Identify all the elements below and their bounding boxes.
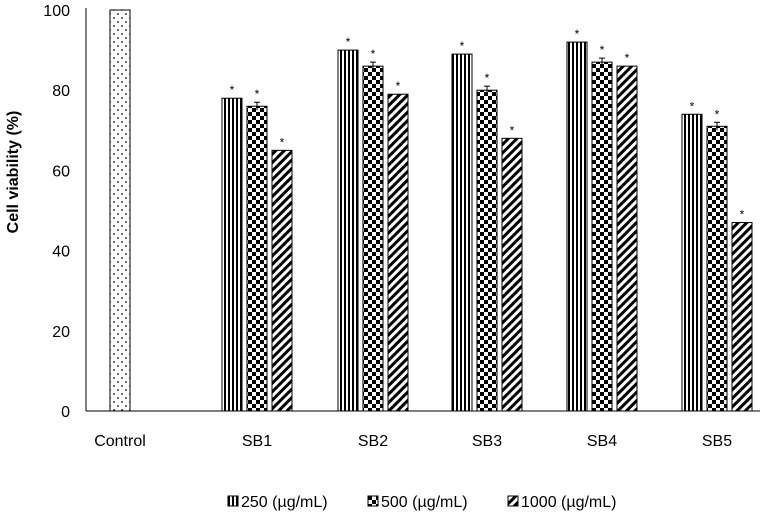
y-tick-label: 60 bbox=[52, 163, 70, 180]
significance-marker: * bbox=[625, 51, 630, 65]
legend-entry: 500 (µg/mL) bbox=[381, 494, 468, 511]
significance-marker: * bbox=[460, 39, 465, 53]
bar-checker bbox=[706, 125, 728, 412]
significance-marker: * bbox=[346, 35, 351, 49]
y-tick-label: 20 bbox=[52, 324, 70, 341]
bar-checker bbox=[476, 89, 498, 412]
y-tick-label: 0 bbox=[61, 404, 70, 421]
y-tick-label: 100 bbox=[43, 3, 70, 20]
x-category-label: SB5 bbox=[702, 433, 732, 450]
significance-marker: * bbox=[575, 27, 580, 41]
bar-diagonal bbox=[731, 222, 753, 412]
bar-vertical-lines bbox=[451, 53, 473, 412]
bar-vertical-lines bbox=[221, 97, 243, 412]
bar-vertical-lines bbox=[566, 41, 588, 412]
x-category-label: SB4 bbox=[587, 433, 617, 450]
significance-marker: * bbox=[740, 208, 745, 222]
legend-entry: 250 (µg/mL) bbox=[241, 494, 328, 511]
x-category-label: Control bbox=[94, 433, 146, 450]
x-category-label: SB3 bbox=[472, 433, 502, 450]
legend-swatch bbox=[367, 495, 379, 507]
significance-marker: * bbox=[371, 47, 376, 61]
significance-marker: * bbox=[510, 123, 515, 137]
legend-swatch bbox=[227, 495, 239, 507]
significance-marker: * bbox=[715, 107, 720, 121]
x-category-label: SB1 bbox=[242, 433, 272, 450]
bar-vertical-lines bbox=[337, 49, 359, 412]
bar-diagonal bbox=[501, 137, 523, 412]
legend: 250 (µg/mL) 500 (µg/mL) 1000 (µg/mL) bbox=[227, 494, 616, 511]
significance-marker: * bbox=[230, 83, 235, 97]
legend-entry: 1000 (µg/mL) bbox=[521, 494, 616, 511]
significance-marker: * bbox=[396, 79, 401, 93]
y-tick-label: 80 bbox=[52, 83, 70, 100]
x-category-label: SB2 bbox=[358, 433, 388, 450]
bar-control bbox=[109, 9, 131, 412]
significance-marker: * bbox=[600, 43, 605, 57]
y-axis-label: Cell viability (%) bbox=[5, 111, 22, 234]
bar-checker bbox=[591, 61, 613, 412]
legend-swatch bbox=[507, 495, 519, 507]
y-tick-label: 40 bbox=[52, 244, 70, 261]
bar-checker bbox=[246, 105, 268, 412]
significance-marker: * bbox=[485, 71, 490, 85]
bar-vertical-lines bbox=[681, 113, 703, 412]
significance-marker: * bbox=[280, 135, 285, 149]
bar-diagonal bbox=[616, 65, 638, 412]
bar-checker bbox=[362, 65, 384, 412]
significance-marker: * bbox=[690, 99, 695, 113]
bar-diagonal bbox=[271, 149, 293, 412]
bar-diagonal bbox=[387, 93, 409, 412]
significance-marker: * bbox=[255, 87, 260, 101]
